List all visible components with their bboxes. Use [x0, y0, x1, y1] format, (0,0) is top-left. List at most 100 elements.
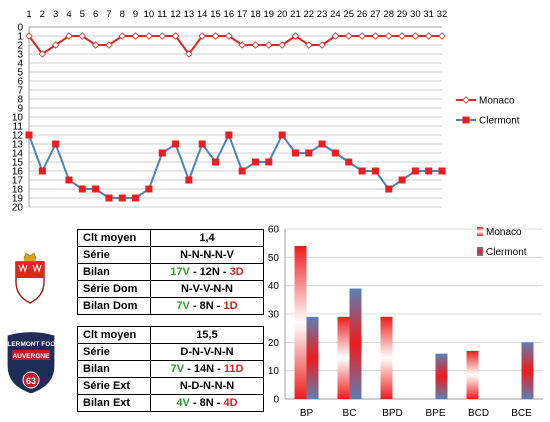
monaco-point	[38, 50, 47, 58]
monaco-point	[251, 41, 260, 49]
y-tick-label: 5	[17, 68, 23, 79]
stats-value-part: 4V	[176, 397, 190, 409]
clermont-logo-text-top: CLERMONT FOOT	[4, 341, 58, 348]
bar-x-tick-label: BPD	[382, 408, 403, 419]
monaco-point	[91, 41, 100, 49]
stats-label: Série	[77, 343, 151, 361]
stats-value-part: - 8N -	[189, 397, 224, 409]
x-tick-label: 25	[343, 9, 354, 20]
y-tick-label: 16	[12, 167, 24, 178]
clermont-point	[291, 149, 299, 157]
stats-value-part: - 14N -	[184, 363, 224, 375]
stats-row: Bilan Dom 7V - 8N - 1D	[77, 297, 264, 315]
x-tick-label: 16	[224, 9, 235, 20]
clermont-point	[52, 140, 60, 148]
y-tick-label: 4	[17, 59, 23, 70]
clermont-point	[411, 167, 419, 175]
monaco-point	[358, 32, 366, 40]
clermont-logo-number: 63	[26, 376, 36, 386]
x-tick-label: 4	[66, 9, 71, 20]
x-tick-label: 8	[120, 9, 125, 20]
monaco-point	[331, 32, 340, 40]
x-tick-label: 26	[357, 9, 368, 20]
stats-row: Bilan Ext 4V - 8N - 4D	[77, 394, 264, 412]
x-tick-label: 13	[184, 9, 195, 20]
stats-value: N-N-N-N-V	[150, 246, 264, 264]
stats-value-part: 7V	[176, 300, 190, 312]
y-tick-label: 7	[17, 86, 23, 97]
y-tick-label: 1	[17, 32, 23, 43]
bar-monaco-bcd	[466, 350, 479, 399]
x-tick-label: 30	[410, 9, 421, 20]
bar-x-tick-label: BC	[343, 408, 357, 419]
clermont-point	[198, 140, 206, 148]
y-tick-label: 14	[12, 149, 24, 160]
x-tick-label: 18	[250, 9, 261, 20]
stats-value: 15,5	[150, 326, 264, 344]
legend-label-monaco: Monaco	[479, 96, 515, 107]
bar-chart-x-ticks: BP BC BPD BPE BCD BCE	[300, 408, 532, 419]
clermont-point	[78, 185, 86, 193]
monaco-point	[238, 41, 246, 49]
bar-y-tick-label: 20	[268, 338, 280, 349]
clermont-point	[65, 176, 73, 184]
bar-legend-label-monaco: Monaco	[486, 227, 522, 238]
clermont-crest: CLERMONT FOOT AUVERGNE 63	[3, 330, 59, 401]
stats-value-part: - 8N -	[189, 300, 224, 312]
stats-value: 7V - 8N - 1D	[150, 297, 264, 315]
clermont-point	[371, 167, 379, 175]
x-tick-label: 6	[93, 9, 98, 20]
stats-value-part: 11D	[223, 363, 244, 375]
series-line-clermont	[28, 132, 442, 199]
bar-chart-grid	[284, 228, 543, 400]
x-tick-label: 20	[277, 9, 288, 20]
x-tick-label: 22	[303, 9, 314, 20]
clermont-stats-table: Clt moyen 15,5 Série D-N-V-N-N Bilan 7V - 14N…	[77, 326, 264, 412]
clermont-point	[318, 140, 326, 148]
bar-legend-swatch-clermont	[477, 247, 483, 256]
monaco-crest-icon	[15, 252, 45, 304]
x-tick-label: 24	[330, 9, 341, 20]
x-tick-label: 9	[133, 9, 138, 20]
monaco-point	[198, 32, 206, 40]
stats-row: Clt moyen 1,4	[77, 229, 264, 247]
stats-label: Série Dom	[77, 280, 151, 298]
bar-x-tick-label: BCD	[468, 408, 489, 419]
x-tick-label: 11	[157, 9, 167, 20]
clermont-point	[172, 140, 180, 148]
stats-value: D-N-V-N-N	[150, 343, 264, 361]
clermont-point	[225, 131, 233, 139]
monaco-point	[78, 32, 87, 40]
y-tick-label: 8	[17, 95, 23, 106]
monaco-point	[398, 32, 406, 40]
line-chart-series	[25, 32, 446, 202]
legend-marker-monaco	[462, 96, 470, 104]
clermont-point	[25, 131, 33, 139]
clermont-point	[331, 149, 339, 157]
clermont-point	[345, 158, 353, 166]
clermont-point	[105, 194, 113, 202]
line-chart-x-ticks: 1 2 3 4 5 6 7 8 9 10 11 12 13 14 15 16 17 18 19 20 21 22 23 24 2…	[26, 9, 447, 20]
clermont-point	[305, 149, 313, 157]
y-tick-label: 12	[12, 131, 24, 142]
bar-chart-legend: Monaco Clermont	[477, 227, 527, 258]
stats-label: Bilan	[77, 360, 151, 378]
monaco-point	[51, 41, 60, 49]
stats-label: Clt moyen	[77, 229, 151, 247]
bar-clermont-bpe	[435, 353, 448, 399]
x-tick-label: 31	[423, 9, 434, 20]
monaco-point	[305, 41, 313, 49]
clermont-point	[92, 185, 100, 193]
bar-y-tick-label: 30	[268, 310, 280, 321]
monaco-point	[371, 32, 380, 40]
monaco-point	[225, 32, 233, 40]
legend-label-clermont: Clermont	[479, 116, 520, 127]
monaco-point	[438, 32, 446, 40]
y-tick-label: 6	[17, 77, 23, 88]
monaco-point	[118, 32, 127, 40]
monaco-point	[384, 32, 393, 40]
monaco-point	[145, 32, 153, 40]
y-tick-label: 17	[12, 176, 24, 187]
stats-label: Clt moyen	[77, 326, 151, 344]
